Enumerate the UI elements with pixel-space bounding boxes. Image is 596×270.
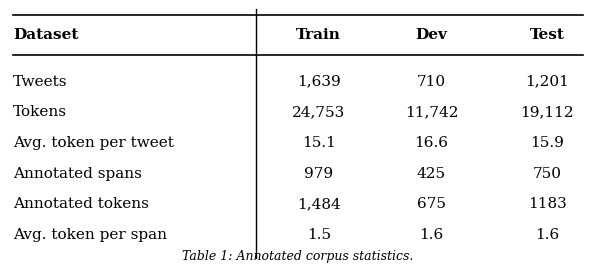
Text: 1.5: 1.5 bbox=[307, 228, 331, 242]
Text: Tweets: Tweets bbox=[13, 75, 68, 89]
Text: 1,639: 1,639 bbox=[297, 75, 341, 89]
Text: Avg. token per span: Avg. token per span bbox=[13, 228, 167, 242]
Text: 24,753: 24,753 bbox=[292, 105, 346, 119]
Text: 15.9: 15.9 bbox=[530, 136, 564, 150]
Text: Train: Train bbox=[296, 28, 341, 42]
Text: 1,201: 1,201 bbox=[525, 75, 569, 89]
Text: 750: 750 bbox=[533, 167, 561, 181]
Text: 1183: 1183 bbox=[528, 197, 567, 211]
Text: Avg. token per tweet: Avg. token per tweet bbox=[13, 136, 174, 150]
Text: Test: Test bbox=[530, 28, 564, 42]
Text: Dev: Dev bbox=[415, 28, 448, 42]
Text: 1.6: 1.6 bbox=[535, 228, 559, 242]
Text: 979: 979 bbox=[304, 167, 333, 181]
Text: 16.6: 16.6 bbox=[414, 136, 448, 150]
Text: 19,112: 19,112 bbox=[520, 105, 574, 119]
Text: Annotated tokens: Annotated tokens bbox=[13, 197, 149, 211]
Text: 1.6: 1.6 bbox=[420, 228, 443, 242]
Text: 1,484: 1,484 bbox=[297, 197, 341, 211]
Text: Dataset: Dataset bbox=[13, 28, 79, 42]
Text: 675: 675 bbox=[417, 197, 446, 211]
Text: Annotated spans: Annotated spans bbox=[13, 167, 142, 181]
Text: 710: 710 bbox=[417, 75, 446, 89]
Text: 11,742: 11,742 bbox=[405, 105, 458, 119]
Text: Tokens: Tokens bbox=[13, 105, 67, 119]
Text: Table 1: Annotated corpus statistics.: Table 1: Annotated corpus statistics. bbox=[182, 250, 414, 263]
Text: 425: 425 bbox=[417, 167, 446, 181]
Text: 15.1: 15.1 bbox=[302, 136, 336, 150]
